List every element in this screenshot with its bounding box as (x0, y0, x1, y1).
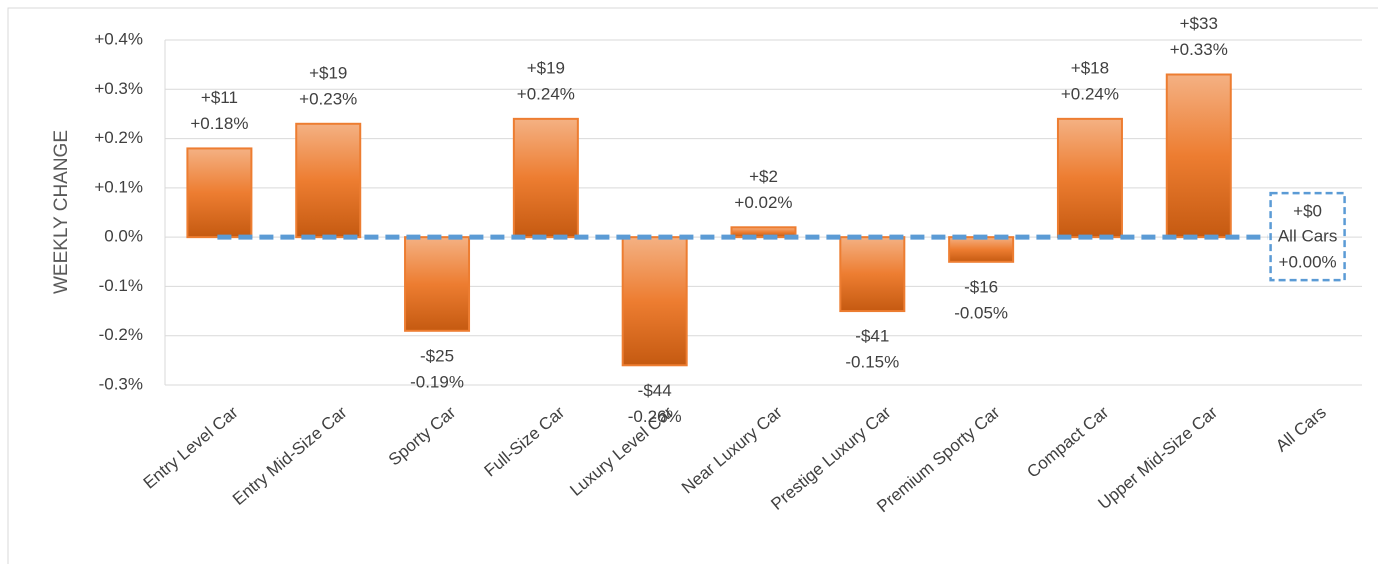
y-tick-label: +0.3% (94, 79, 143, 98)
box-category-label: All Cars (1278, 227, 1338, 246)
x-tick-label: Prestige Luxury Car (767, 402, 895, 513)
label-box (1269, 191, 1346, 282)
bar (186, 147, 253, 239)
dollar-label: +$11 (201, 88, 238, 107)
bar (621, 236, 688, 367)
dollar-label: +$0 (1293, 202, 1322, 221)
value-label: -0.15% (845, 353, 899, 372)
x-tick-label: Entry Level Car (140, 402, 242, 492)
bar (1056, 117, 1123, 239)
bar (1165, 73, 1232, 239)
y-axis-title: WEEKLY CHANGE (51, 130, 72, 294)
x-tick-label: Near Luxury Car (678, 402, 786, 497)
x-tick-label: Entry Mid-Size Car (229, 402, 351, 508)
value-label: -0.05% (954, 303, 1008, 322)
y-tick-label: +0.4% (94, 29, 143, 48)
y-tick-label: +0.2% (94, 128, 143, 147)
x-tick-label: Upper Mid-Size Car (1095, 402, 1222, 513)
value-label: +0.23% (299, 89, 357, 108)
x-tick-label: Sporty Car (385, 402, 460, 469)
dollar-label: -$25 (420, 346, 454, 365)
y-tick-label: -0.1% (99, 276, 143, 295)
dollar-label: -$44 (638, 381, 672, 400)
y-tick-label: -0.3% (99, 374, 143, 393)
dollar-label: -$41 (855, 327, 889, 346)
dollar-label: +$2 (749, 167, 778, 186)
value-label: +0.18% (190, 114, 248, 133)
value-label: +0.24% (1061, 84, 1119, 103)
dollar-label: +$33 (1180, 14, 1218, 33)
y-tick-label: -0.2% (99, 325, 143, 344)
dollar-label: +$19 (527, 58, 565, 77)
value-label: +0.00% (1279, 253, 1337, 272)
x-tick-label: Premium Sporty Car (873, 402, 1003, 516)
value-label: +0.24% (517, 84, 575, 103)
bar (295, 122, 362, 239)
bar (839, 236, 906, 313)
bar (404, 236, 471, 332)
x-tick-label: All Cars (1272, 403, 1330, 456)
value-label: -0.26% (628, 407, 682, 426)
bar (512, 117, 579, 239)
value-label: +0.33% (1170, 40, 1228, 59)
chart-border (7, 7, 1378, 564)
value-label: +0.02% (734, 193, 792, 212)
dollar-label: +$18 (1071, 58, 1109, 77)
y-tick-label: +0.1% (94, 177, 143, 196)
dollar-label: -$16 (964, 277, 998, 296)
x-tick-label: Full-Size Car (481, 402, 569, 480)
y-tick-label: 0.0% (104, 227, 143, 246)
bar (948, 236, 1015, 263)
x-tick-label: Compact Car (1023, 402, 1112, 481)
dollar-label: +$19 (309, 63, 347, 82)
value-label: -0.19% (410, 372, 464, 391)
